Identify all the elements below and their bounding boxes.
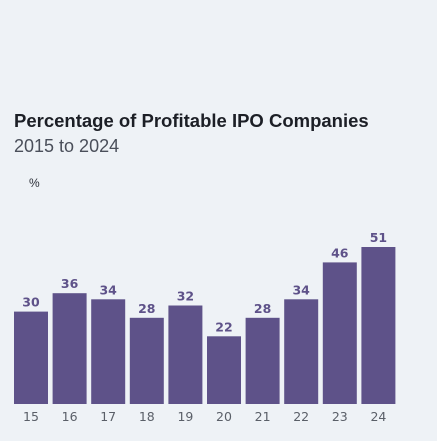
- bar-20: [207, 336, 241, 404]
- bar-18: [129, 317, 164, 404]
- x-tick-label-24: 24: [370, 409, 386, 424]
- value-label-22: 34: [292, 282, 310, 297]
- x-tick-label-15: 15: [23, 409, 39, 424]
- value-label-23: 46: [331, 245, 349, 260]
- chart-subtitle: 2015 to 2024: [14, 136, 120, 156]
- value-label-21: 28: [254, 301, 271, 316]
- bar-17: [91, 299, 126, 404]
- bar-15: [14, 311, 48, 404]
- value-label-19: 32: [177, 289, 194, 304]
- bar-23: [322, 262, 357, 404]
- bar-19: [168, 305, 203, 404]
- y-axis-unit-label: %: [29, 176, 40, 190]
- x-tick-label-21: 21: [255, 409, 271, 424]
- bar-24: [361, 247, 396, 404]
- bar-21: [245, 317, 280, 404]
- x-tick-label-17: 17: [100, 409, 116, 424]
- x-tick-label-19: 19: [177, 409, 193, 424]
- x-tick-label-22: 22: [293, 409, 309, 424]
- value-label-24: 51: [370, 230, 387, 245]
- x-tick-label-18: 18: [139, 409, 155, 424]
- chart-title: Percentage of Profitable IPO Companies: [14, 110, 369, 131]
- value-label-18: 28: [138, 301, 155, 316]
- value-label-17: 34: [99, 282, 117, 297]
- x-tick-label-23: 23: [332, 409, 348, 424]
- value-label-20: 22: [215, 319, 232, 334]
- bar-22: [284, 299, 319, 404]
- x-tick-label-20: 20: [216, 409, 232, 424]
- bar-16: [52, 293, 87, 404]
- value-label-16: 36: [61, 276, 79, 291]
- x-tick-label-16: 16: [62, 409, 78, 424]
- value-label-15: 30: [22, 295, 40, 310]
